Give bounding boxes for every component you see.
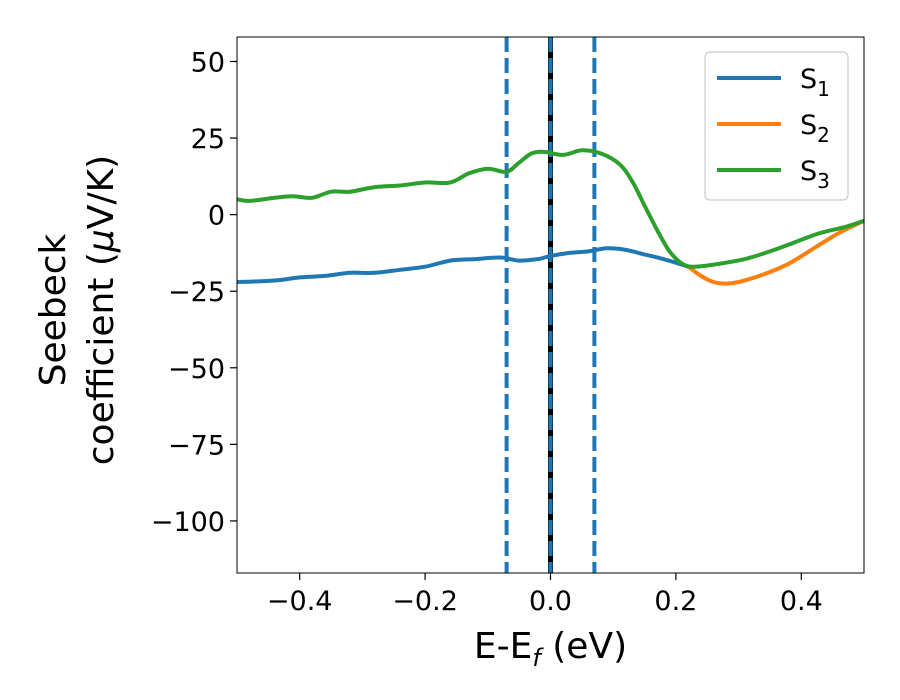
legend-label-base: S [800, 64, 817, 95]
y-tick-label: 0 [208, 201, 225, 232]
y-tick-label: 25 [191, 124, 225, 155]
x-axis-label-rest: (eV) [541, 626, 627, 667]
x-tick-label: 0.4 [780, 586, 823, 617]
y-tick-label: −75 [168, 430, 225, 461]
y-axis-label: Seebeck coefficient (μV/K) [33, 155, 122, 465]
series-line-s2 [687, 218, 865, 286]
y-tick-label: −25 [168, 277, 225, 308]
y-axis-label-line2: coefficient (μV/K) [81, 155, 122, 465]
x-axis: −0.4 −0.2 0.0 0.2 0.4 [267, 573, 823, 617]
y-axis-label-line1: Seebeck [33, 233, 74, 386]
x-axis-label: E-Ef (eV) [474, 626, 627, 672]
legend-label-s2: S2 [800, 110, 830, 147]
y-tick-label: 50 [191, 48, 225, 79]
x-tick-label: −0.2 [392, 586, 458, 617]
legend-label-s3: S3 [800, 156, 830, 193]
y-axis-label-mu: μ [81, 229, 122, 253]
y-axis: 50 25 0 −25 −50 −75 −100 [151, 48, 237, 538]
y-axis-label-line2-pre: coefficient ( [81, 252, 122, 465]
legend-label-sub: 3 [817, 169, 830, 193]
x-tick-label: 0.2 [654, 586, 697, 617]
series-group [236, 148, 865, 286]
legend-label-base: S [800, 110, 817, 141]
legend-label-s1: S1 [800, 64, 830, 101]
y-tick-label: −50 [168, 354, 225, 385]
y-tick-label: −100 [151, 507, 225, 538]
reference-lines [504, 37, 597, 573]
series-line-s3 [236, 148, 865, 269]
x-axis-label-base: E-E [474, 626, 532, 667]
legend-label-sub: 2 [817, 123, 830, 147]
x-tick-label: 0.0 [529, 586, 572, 617]
legend-label-sub: 1 [817, 77, 830, 101]
x-tick-label: −0.4 [267, 586, 333, 617]
y-axis-label-line2-post: V/K) [81, 155, 122, 229]
legend-label-base: S [800, 156, 817, 187]
series-line-s1 [236, 246, 690, 284]
